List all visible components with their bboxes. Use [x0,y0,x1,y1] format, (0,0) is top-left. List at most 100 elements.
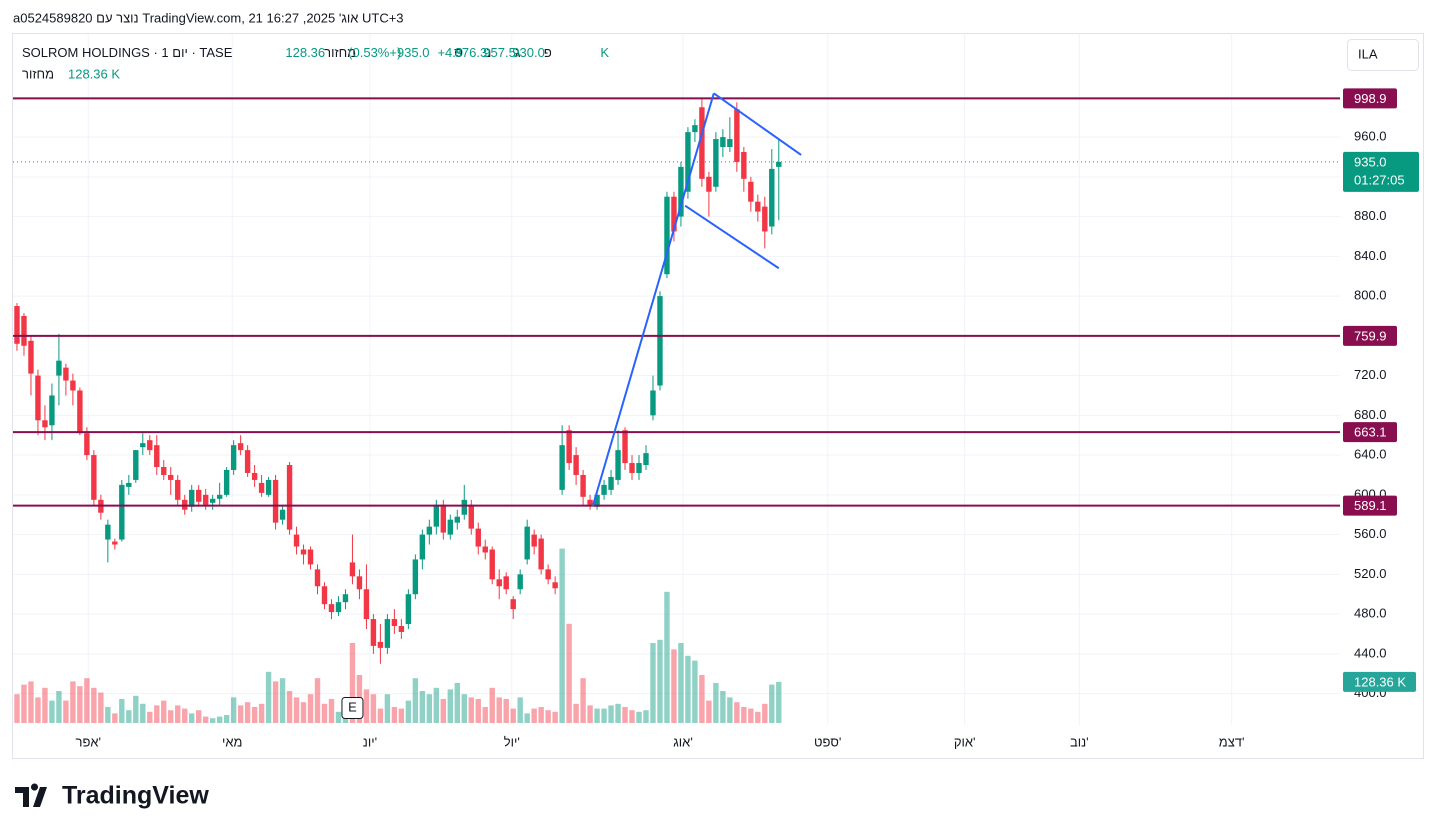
x-tick-label: מאי [222,734,242,749]
candle-body [685,132,691,192]
volume-bar [657,639,663,723]
volume-bar [84,678,90,723]
volume-bar [636,711,642,723]
volume-bar [545,710,551,723]
candle-body [251,472,258,480]
last-price-tag [1343,151,1419,192]
candle-body [363,589,370,620]
volume-bar [126,710,132,723]
candle-body [21,315,27,346]
candle-body [195,489,202,502]
volume-bar [189,713,195,723]
legend-l-label: נ [486,45,491,60]
volume-bar [559,548,565,723]
volume-bar [706,700,712,723]
caption: a0524589820 נוצר עם TradingView.com, 21 … [13,10,404,25]
candle-body [538,538,544,570]
volume-bar [175,705,181,723]
candle-body [126,482,132,487]
volume-legend-label: מחזור [22,66,54,81]
volume-bar [727,697,733,723]
candle-body [328,604,335,613]
volume-bar [461,694,467,723]
volume-bar [650,643,656,723]
legend-h: 957.5 [483,45,516,60]
level-label: 998.9 [1354,91,1387,106]
volume-bar [363,689,370,723]
volume-bar [580,678,586,723]
candle-body [84,433,90,456]
y-tick-label: 720.0 [1354,367,1387,382]
candle-body [356,576,363,590]
candle-body [489,549,495,580]
volume-bar [685,655,691,723]
candle-body [601,484,607,495]
candle-body [657,296,663,386]
candle-body [209,498,216,503]
trend-line [591,93,715,507]
volume-bar [510,708,516,723]
volume-bar [692,660,698,723]
candle-body [112,541,118,545]
candle-body [769,168,775,227]
candle-body [636,463,642,473]
candle-body [405,594,412,625]
volume-bar [405,700,412,723]
earnings-box [341,697,364,719]
candle-body [412,559,419,595]
candle-body [713,139,719,187]
volume-bar [307,694,314,723]
candle-body [587,499,593,505]
volume-bar [112,713,118,723]
candle-body [776,161,782,167]
volume-bar [489,687,495,723]
candle-body [370,619,377,646]
candle-body [440,504,447,533]
candle-body [35,375,41,421]
volume-bar [531,708,537,723]
candle-body [608,476,614,490]
y-tick-label: 480.0 [1354,606,1387,621]
volume-bar [482,707,488,723]
volume-bar [237,705,244,723]
volume-bar [447,689,454,723]
volume-bar [216,716,223,723]
volume-bar [105,707,111,723]
candle-body [650,390,656,416]
volume-bar [370,694,377,723]
candle-body [573,455,579,475]
candle-body [643,453,649,466]
candle-body [447,519,454,535]
trend-line [684,204,780,270]
legend-c-label: ס [454,45,463,60]
volume-bar [496,697,502,723]
legend-symbol: SOLROM HOLDINGS · 1 יום · TASE [22,45,233,60]
candle-body [147,440,153,451]
candle-body [706,176,712,192]
candle-body [265,479,272,495]
volume-bar [314,678,321,723]
volume-bar [594,708,600,723]
candle-body [664,196,670,275]
legend: SOLROM HOLDINGS · 1 יום · TASE פ930.0ג957… [22,45,609,60]
level-label: 589.1 [1354,498,1387,513]
candle-body [237,443,244,451]
plot [13,34,1340,725]
level-tag [1343,495,1397,516]
volume-bar [272,681,279,723]
candle-body [161,467,167,475]
volume-bar [615,703,621,723]
candle-body [342,594,349,603]
legend-h-label: ג [515,45,521,60]
candle-body [503,576,509,590]
legend-o-label: פ [544,45,552,60]
candle-body [244,450,251,473]
candle-body [468,504,474,529]
volume-bar [573,703,579,723]
candle-body [433,504,440,527]
volume-bar [77,686,83,723]
x-tick-label: אוק' [954,734,976,749]
volume-bar [328,699,335,723]
candle-body [517,574,523,590]
candle-body [63,367,69,381]
